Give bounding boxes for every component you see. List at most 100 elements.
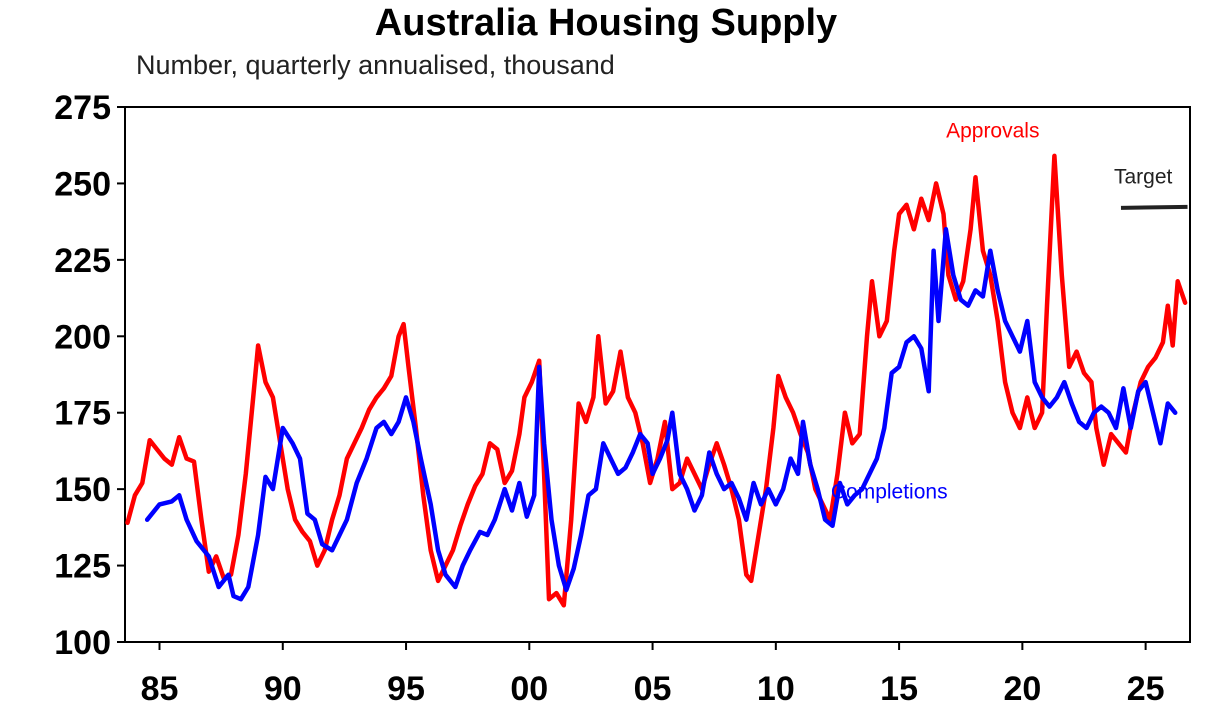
completions-data-point: [1121, 386, 1125, 390]
approvals-data-point: [155, 447, 159, 451]
approvals-data-point: [1171, 343, 1175, 348]
completions-data-point: [919, 346, 923, 351]
completions-data-point: [616, 472, 620, 476]
completions-data-point: [1166, 401, 1170, 406]
approvals-data-point: [692, 472, 697, 476]
completions-data-point: [875, 457, 879, 461]
approvals-data-point: [286, 487, 290, 491]
approvals-data-point: [402, 322, 406, 326]
approvals-data-point: [1109, 432, 1113, 436]
approvals-data-point: [927, 218, 931, 222]
completions-data-point: [766, 487, 771, 491]
approvals-data-point: [214, 554, 218, 559]
completions-data-point: [1129, 426, 1133, 430]
series-group: Approvals Completions: [125, 120, 1188, 608]
completions-data-point: [927, 389, 931, 393]
approvals-data-point: [140, 481, 144, 485]
completions-data-point: [443, 573, 448, 577]
approvals-data-point: [1161, 340, 1165, 344]
completions-data-point: [1047, 405, 1052, 409]
approvals-data-point: [912, 227, 916, 231]
y-tick-label: 125: [54, 548, 111, 586]
x-tick-label: 15: [880, 670, 918, 708]
completions-series-label: Completions: [831, 480, 948, 503]
completions-data-point: [670, 411, 674, 415]
y-tick-label: 150: [54, 471, 111, 509]
completions-data-point: [1003, 319, 1007, 323]
completions-data-point: [737, 496, 741, 500]
completions-data-point: [867, 472, 872, 476]
completions-data-point: [397, 420, 401, 424]
approvals-data-point: [315, 564, 319, 568]
completions-data-point: [525, 515, 529, 519]
completions-data-point: [572, 567, 576, 571]
approvals-data-point: [850, 441, 854, 445]
y-tick-label: 275: [54, 89, 111, 127]
approvals-data-point: [946, 273, 951, 277]
completions-data-point: [722, 487, 726, 491]
completions-data-point: [145, 518, 149, 522]
approvals-data-point: [389, 374, 393, 378]
completions-data-point: [478, 530, 482, 534]
completions-data-point: [194, 539, 199, 543]
completions-data-point: [239, 597, 243, 601]
completions-data-point: [305, 511, 309, 516]
completions-data-point: [1077, 420, 1081, 424]
completions-data-point: [692, 508, 697, 513]
approvals-data-point: [1052, 154, 1056, 158]
approvals-data-point: [771, 426, 776, 430]
approvals-data-point: [436, 579, 440, 583]
approvals-data-point: [162, 457, 166, 461]
approvals-data-point: [547, 597, 551, 601]
approvals-data-point: [1183, 301, 1187, 305]
completions-data-point: [781, 487, 785, 491]
completions-data-point: [177, 493, 181, 497]
completions-data-point: [966, 304, 970, 308]
completions-data-point: [355, 481, 359, 485]
approvals-data-point: [584, 420, 588, 424]
approvals-data-point: [337, 493, 342, 497]
approvals-data-point: [300, 530, 305, 534]
completions-data-point: [263, 475, 268, 479]
completions-data-point: [1114, 426, 1118, 430]
approvals-data-point: [715, 441, 719, 445]
approvals-data-point: [510, 469, 514, 473]
completions-data-point: [1018, 350, 1022, 354]
approvals-data-point: [133, 493, 137, 497]
completions-data-point: [936, 319, 941, 323]
approvals-data-point: [406, 365, 411, 369]
completions-data-point: [744, 518, 748, 522]
completions-data-point: [468, 548, 472, 552]
approvals-data-point: [1139, 380, 1143, 384]
approvals-data-point: [374, 395, 379, 399]
approvals-data-point: [185, 457, 189, 461]
approvals-data-point: [749, 579, 753, 583]
approvals-data-point: [877, 334, 882, 338]
completions-data-point: [951, 273, 955, 277]
y-tick-label: 250: [54, 165, 111, 203]
approvals-data-point: [503, 481, 507, 485]
approvals-data-point: [537, 359, 541, 363]
approvals-data-point: [596, 334, 600, 338]
completions-data-point: [996, 288, 1000, 292]
approvals-data-point: [293, 518, 297, 522]
approvals-data-point: [670, 487, 674, 491]
completions-data-point: [557, 564, 561, 568]
completions-data-point: [246, 585, 250, 589]
approvals-data-point: [1067, 365, 1071, 369]
approvals-data-point: [148, 438, 152, 442]
approvals-data-point: [451, 548, 455, 552]
completions-data-point: [838, 481, 842, 485]
approvals-data-point: [1146, 365, 1150, 369]
completions-data-point: [537, 365, 541, 369]
approvals-data-point: [678, 481, 682, 485]
completions-data-point: [1070, 401, 1074, 406]
completions-data-point: [320, 542, 324, 546]
approvals-data-point: [170, 463, 174, 467]
approvals-data-point: [744, 573, 748, 577]
approvals-data-point: [858, 432, 862, 436]
approvals-data-point: [1040, 411, 1044, 415]
completions-data-point: [860, 487, 864, 491]
approvals-data-point: [757, 533, 761, 537]
approvals-data-point: [1124, 450, 1128, 455]
